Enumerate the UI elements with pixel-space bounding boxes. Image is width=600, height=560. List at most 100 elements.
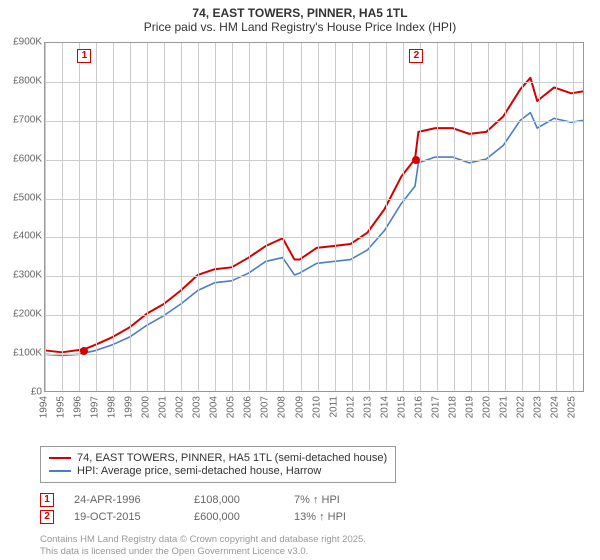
grid-line bbox=[573, 43, 574, 391]
y-tick-label: £300K bbox=[13, 270, 42, 281]
grid-line bbox=[79, 43, 80, 391]
grid-line bbox=[45, 199, 583, 200]
grid-line bbox=[45, 354, 583, 355]
x-tick-label: 1996 bbox=[73, 396, 84, 418]
grid-line bbox=[113, 43, 114, 391]
annotation-table: 1 24-APR-1996 £108,000 7% ↑ HPI 2 19-OCT-2015… bbox=[40, 490, 560, 527]
x-tick-label: 2011 bbox=[328, 396, 339, 418]
chart-title: 74, EAST TOWERS, PINNER, HA5 1TL Price p… bbox=[0, 0, 600, 36]
chart-plot-area: 12 bbox=[44, 42, 584, 392]
legend-label: 74, EAST TOWERS, PINNER, HA5 1TL (semi-d… bbox=[77, 452, 387, 464]
y-tick-label: £200K bbox=[13, 309, 42, 320]
annotation-price: £108,000 bbox=[194, 494, 274, 506]
y-tick-label: £600K bbox=[13, 153, 42, 164]
title-subtitle: Price paid vs. HM Land Registry's House … bbox=[10, 20, 590, 34]
y-tick-label: £100K bbox=[13, 348, 42, 359]
x-tick-label: 2006 bbox=[243, 396, 254, 418]
grid-line bbox=[283, 43, 284, 391]
annotation-date: 24-APR-1996 bbox=[74, 494, 174, 506]
x-tick-label: 2012 bbox=[345, 396, 356, 418]
grid-line bbox=[62, 43, 63, 391]
grid-line bbox=[539, 43, 540, 391]
grid-line bbox=[45, 237, 583, 238]
x-tick-label: 2007 bbox=[260, 396, 271, 418]
grid-line bbox=[352, 43, 353, 391]
grid-line bbox=[471, 43, 472, 391]
x-tick-label: 2017 bbox=[430, 396, 441, 418]
x-tick-label: 2022 bbox=[515, 396, 526, 418]
grid-line bbox=[45, 121, 583, 122]
x-tick-label: 2001 bbox=[158, 396, 169, 418]
grid-line bbox=[437, 43, 438, 391]
legend-item: 74, EAST TOWERS, PINNER, HA5 1TL (semi-d… bbox=[49, 452, 387, 464]
x-tick-label: 1998 bbox=[107, 396, 118, 418]
grid-line bbox=[420, 43, 421, 391]
grid-line bbox=[96, 43, 97, 391]
grid-line bbox=[45, 315, 583, 316]
grid-line bbox=[505, 43, 506, 391]
annotation-hpi: 7% ↑ HPI bbox=[294, 494, 394, 506]
grid-line bbox=[454, 43, 455, 391]
grid-line bbox=[301, 43, 302, 391]
footnote-line1: Contains HM Land Registry data © Crown c… bbox=[40, 534, 366, 545]
x-tick-label: 2019 bbox=[464, 396, 475, 418]
annotation-date: 19-OCT-2015 bbox=[74, 511, 174, 523]
x-tick-label: 2021 bbox=[498, 396, 509, 418]
annotation-row: 1 24-APR-1996 £108,000 7% ↑ HPI bbox=[40, 493, 560, 507]
grid-line bbox=[45, 276, 583, 277]
grid-line bbox=[556, 43, 557, 391]
grid-line bbox=[181, 43, 182, 391]
x-tick-label: 2023 bbox=[533, 396, 544, 418]
x-tick-label: 2002 bbox=[175, 396, 186, 418]
grid-line bbox=[386, 43, 387, 391]
series-price_paid bbox=[45, 78, 583, 353]
y-axis-labels: £0£100K£200K£300K£400K£500K£600K£700K£80… bbox=[0, 42, 44, 392]
x-tick-label: 1995 bbox=[56, 396, 67, 418]
annotation-row: 2 19-OCT-2015 £600,000 13% ↑ HPI bbox=[40, 510, 560, 524]
annotation-id-box: 2 bbox=[40, 510, 54, 524]
footnote: Contains HM Land Registry data © Crown c… bbox=[40, 534, 366, 557]
price-marker-label: 2 bbox=[409, 49, 423, 63]
y-tick-label: £800K bbox=[13, 75, 42, 86]
legend-swatch bbox=[49, 457, 71, 459]
x-tick-label: 2009 bbox=[294, 396, 305, 418]
x-tick-label: 1997 bbox=[90, 396, 101, 418]
grid-line bbox=[488, 43, 489, 391]
x-tick-label: 2003 bbox=[192, 396, 203, 418]
x-axis-labels: 1994199519961997199819992000200120022003… bbox=[44, 394, 584, 444]
x-tick-label: 2013 bbox=[362, 396, 373, 418]
grid-line bbox=[45, 160, 583, 161]
grid-line bbox=[318, 43, 319, 391]
y-tick-label: £500K bbox=[13, 192, 42, 203]
y-tick-label: £900K bbox=[13, 37, 42, 48]
grid-line bbox=[130, 43, 131, 391]
grid-line bbox=[198, 43, 199, 391]
x-tick-label: 2020 bbox=[481, 396, 492, 418]
x-tick-label: 2016 bbox=[413, 396, 424, 418]
annotation-hpi: 13% ↑ HPI bbox=[294, 511, 394, 523]
title-address: 74, EAST TOWERS, PINNER, HA5 1TL bbox=[10, 6, 590, 20]
chart-legend: 74, EAST TOWERS, PINNER, HA5 1TL (semi-d… bbox=[40, 446, 396, 483]
grid-line bbox=[45, 43, 46, 391]
grid-line bbox=[522, 43, 523, 391]
grid-line bbox=[45, 82, 583, 83]
annotation-id-box: 1 bbox=[40, 493, 54, 507]
x-tick-label: 2015 bbox=[396, 396, 407, 418]
x-tick-label: 2004 bbox=[209, 396, 220, 418]
legend-swatch bbox=[49, 470, 71, 472]
price-marker-dot bbox=[80, 347, 88, 355]
x-tick-label: 2000 bbox=[141, 396, 152, 418]
x-tick-label: 2018 bbox=[447, 396, 458, 418]
x-tick-label: 2010 bbox=[311, 396, 322, 418]
legend-item: HPI: Average price, semi-detached house,… bbox=[49, 465, 387, 477]
x-tick-label: 2024 bbox=[550, 396, 561, 418]
price-marker-label: 1 bbox=[77, 49, 91, 63]
x-tick-label: 1999 bbox=[124, 396, 135, 418]
annotation-price: £600,000 bbox=[194, 511, 274, 523]
grid-line bbox=[266, 43, 267, 391]
grid-line bbox=[147, 43, 148, 391]
grid-line bbox=[403, 43, 404, 391]
x-tick-label: 2025 bbox=[567, 396, 578, 418]
grid-line bbox=[369, 43, 370, 391]
series-hpi bbox=[45, 113, 583, 356]
